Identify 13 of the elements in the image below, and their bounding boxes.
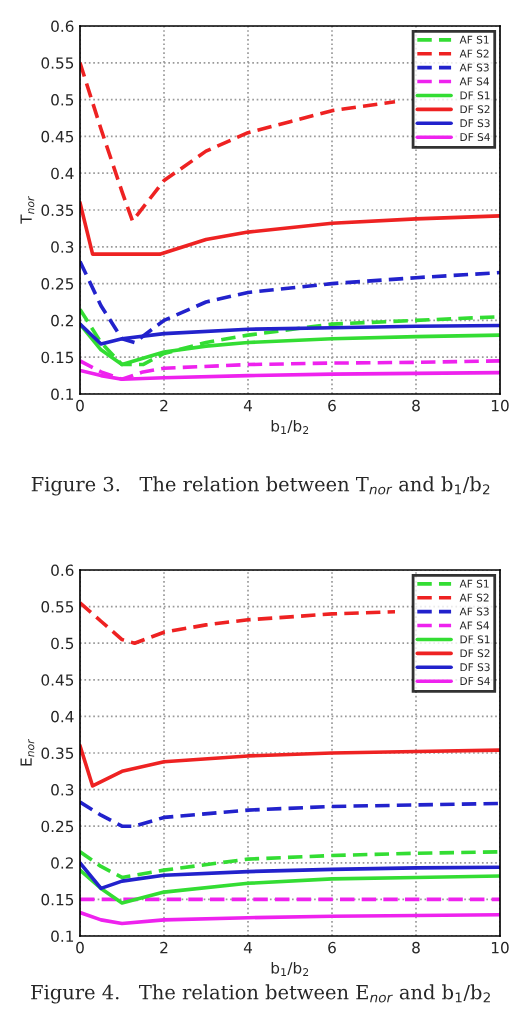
line-series	[80, 800, 500, 829]
caption: Figure 3. The relation between T$_{nor}$ and b$_{1}$/b$_{2}$	[31, 476, 490, 496]
line-series	[80, 860, 500, 891]
line-series	[80, 868, 500, 905]
line-series	[80, 200, 500, 256]
line-series	[80, 601, 397, 646]
line-series	[80, 259, 500, 345]
line-series	[80, 850, 500, 880]
caption: Figure 4. The relation between E$_{nor}$ and b$_{1}$/b$_{2}$	[31, 984, 490, 1004]
line-series	[80, 307, 500, 367]
line-series	[80, 743, 500, 788]
line-series	[80, 60, 397, 223]
line-series	[80, 359, 500, 382]
